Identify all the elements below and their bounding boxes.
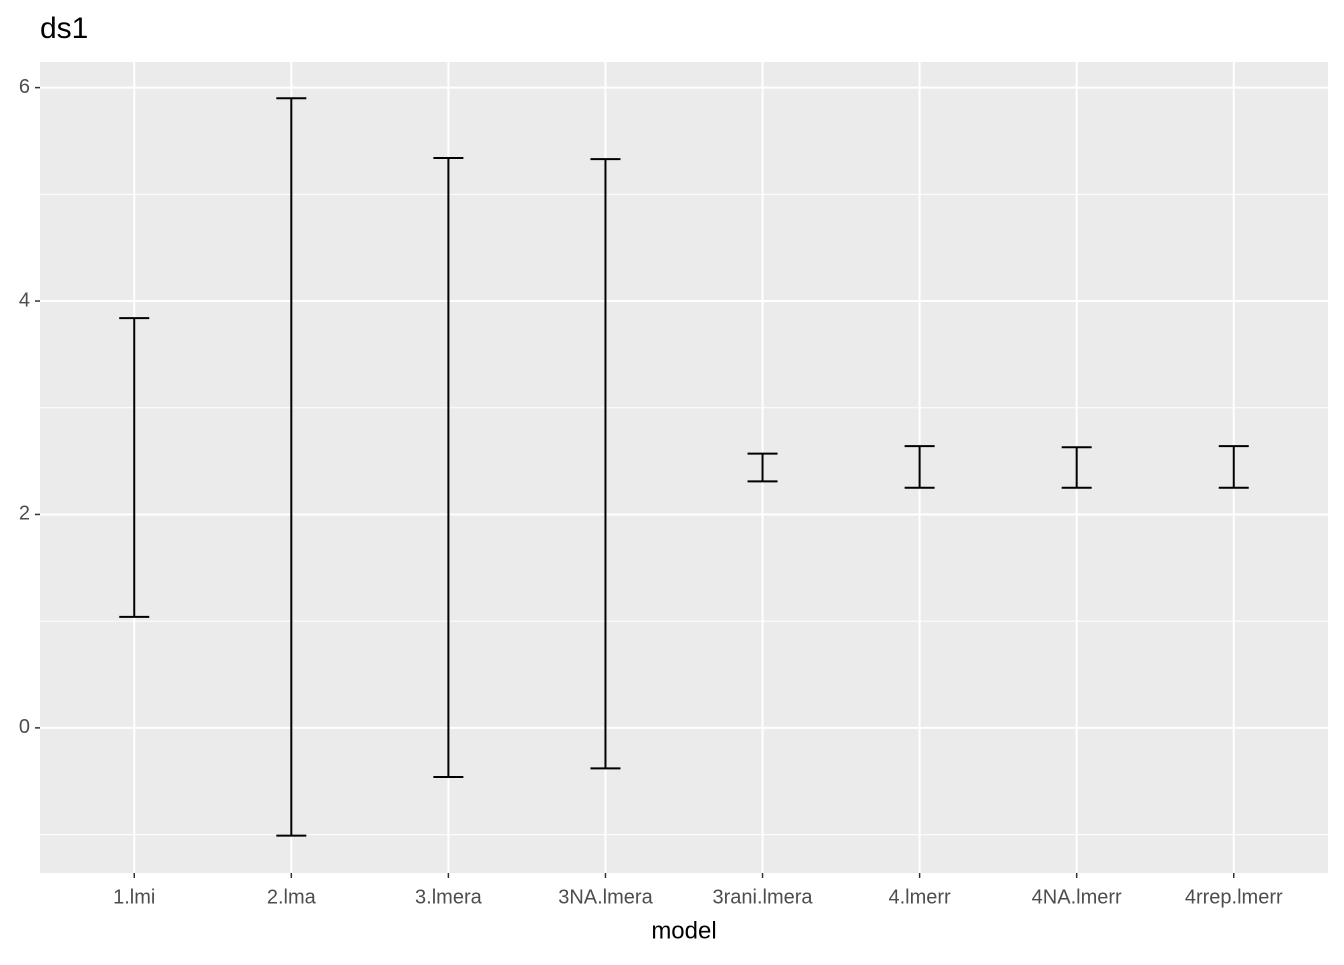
error-bar-line (1061, 446, 1092, 489)
error-bar-line (276, 97, 307, 837)
x-tick-label: 2.lma (267, 886, 317, 908)
y-tick-label: 6 (19, 76, 30, 98)
x-tick-label: 3.lmera (415, 886, 483, 908)
y-tick-label: 2 (19, 503, 30, 525)
x-tick-label: 4rrep.lmerr (1185, 886, 1283, 908)
chart-title: ds1 (40, 12, 88, 45)
error-bar-line (904, 445, 935, 489)
x-tick-label: 3rani.lmera (713, 886, 814, 908)
panel (40, 62, 1328, 873)
x-tick-label: 3NA.lmera (558, 886, 653, 908)
error-bar-line (1218, 445, 1249, 489)
error-bar-line (747, 452, 778, 483)
x-tick-label: 1.lmi (113, 886, 155, 908)
y-tick-label: 0 (19, 716, 30, 738)
error-bar-line (590, 158, 621, 770)
error-bar-line (433, 157, 464, 778)
error-bar-line (119, 317, 150, 618)
x-axis-title: model (651, 917, 716, 944)
y-tick-label: 4 (19, 289, 30, 311)
x-tick-label: 4NA.lmerr (1032, 886, 1122, 908)
x-tick-label: 4.lmerr (888, 886, 951, 908)
